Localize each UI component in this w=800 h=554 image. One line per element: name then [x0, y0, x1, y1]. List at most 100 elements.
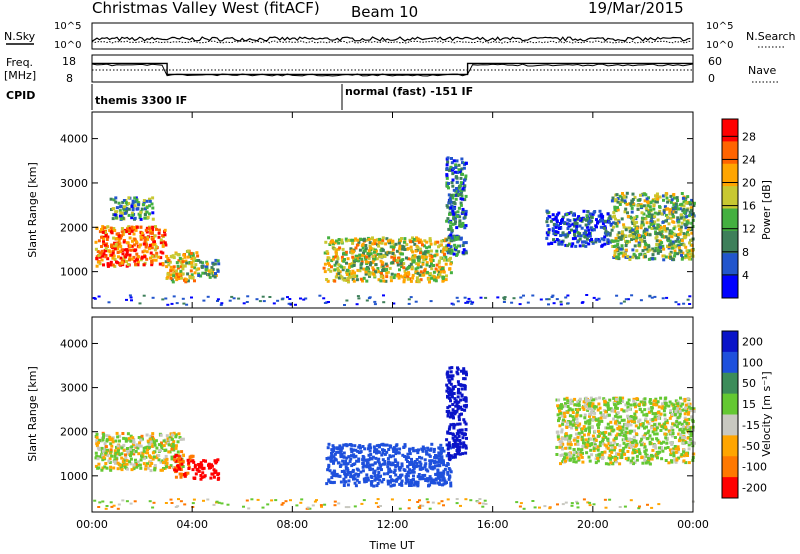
patch-7-cell — [662, 235, 666, 239]
patch-5-cell — [626, 414, 630, 418]
patch-4-cell — [346, 257, 350, 261]
patch-7-cell — [640, 238, 644, 242]
patch-5-cell — [604, 435, 608, 439]
patch-0-cell — [111, 263, 115, 267]
patch-5-cell — [584, 405, 588, 408]
patch-7-cell — [614, 222, 618, 225]
patch-5-cell — [565, 396, 569, 400]
patch-4-cell — [385, 237, 389, 241]
patch-4-cell — [407, 271, 410, 275]
patch-5-cell — [593, 445, 597, 448]
patch-5-cell — [683, 412, 687, 416]
patch-5-cell — [665, 421, 669, 425]
ground-cell — [481, 505, 485, 508]
patch-7-cell — [621, 251, 625, 255]
patch-5-cell — [662, 409, 666, 413]
patch-7-cell — [650, 227, 654, 230]
patch-5-cell — [673, 436, 677, 439]
patch-1-cell — [188, 252, 192, 256]
patch-4-cell — [329, 269, 333, 273]
patch-7-cell — [680, 253, 683, 257]
patch-4-cell — [446, 447, 450, 451]
patch-3-cell — [382, 478, 386, 481]
patch-5-cell — [608, 454, 612, 458]
patch-0-cell — [144, 464, 148, 468]
patch-0-cell — [162, 461, 165, 465]
patch-2-cell — [212, 262, 216, 266]
patch-5-cell — [576, 410, 579, 414]
patch-4-cell — [409, 245, 413, 249]
ground-cell — [564, 501, 568, 504]
patch-0-cell — [120, 248, 124, 252]
patch-4-cell — [462, 441, 466, 445]
patch-6-cell — [573, 230, 576, 233]
patch-6-cell — [597, 214, 601, 218]
patch-5-cell — [677, 408, 681, 411]
patch-4-cell — [454, 404, 458, 408]
patch-4-cell — [391, 247, 395, 251]
patch-7-cell — [675, 196, 679, 200]
patch-7-cell — [692, 201, 696, 205]
patch-5-cell — [654, 452, 658, 456]
patch-5-cell — [581, 445, 585, 448]
patch-3-cell — [412, 462, 416, 466]
patch-0-cell — [128, 226, 132, 230]
patch-5-cell — [558, 445, 562, 449]
patch-3-cell — [327, 478, 331, 482]
patch-0-cell — [100, 235, 103, 239]
patch-4-cell — [391, 261, 395, 265]
noise-right-tick-bottom: 10^0 — [706, 40, 733, 51]
patch-0-cell — [133, 444, 137, 448]
patch-5-cell — [564, 459, 567, 463]
patch-5-cell — [445, 174, 449, 178]
patch-0-cell — [104, 234, 108, 238]
patch-3-cell — [398, 447, 402, 451]
patch-0-cell — [100, 468, 104, 472]
patch-7-cell — [640, 220, 644, 224]
ground-cell — [559, 303, 563, 306]
ground-cell — [261, 506, 265, 509]
patch-0-cell — [170, 437, 174, 441]
patch-5-cell — [568, 414, 572, 418]
ground-cell — [206, 295, 210, 298]
patch-4-cell — [350, 264, 354, 268]
patch-5-cell — [582, 408, 586, 411]
patch-4-cell — [372, 254, 376, 258]
ground-cell — [526, 301, 530, 304]
patch-7-cell — [668, 252, 672, 256]
patch-4-cell — [452, 438, 456, 442]
patch-4-cell — [434, 240, 438, 244]
patch-5-cell — [629, 415, 633, 418]
patch-5-cell — [450, 157, 453, 160]
patch-5-cell — [576, 400, 580, 404]
ground-cell — [407, 298, 411, 301]
patch-5-cell — [634, 410, 638, 414]
patch-4-cell — [346, 268, 350, 272]
patch-3-cell — [369, 446, 373, 450]
patch-4-cell — [414, 270, 418, 274]
patch-3-cell — [400, 462, 404, 466]
patch-7-cell — [669, 194, 673, 198]
patch-5-cell — [676, 416, 680, 420]
ground-cell — [538, 506, 541, 509]
patch-2-cell — [201, 261, 205, 265]
patch-7-cell — [613, 205, 617, 209]
patch-7-cell — [662, 247, 666, 251]
ground-cell — [566, 294, 570, 297]
patch-7-cell — [669, 250, 673, 254]
patch-5-cell — [632, 399, 636, 403]
patch-0-cell — [111, 440, 115, 444]
ground-cell — [604, 506, 608, 509]
patch-4-cell — [428, 254, 432, 258]
patch-5-cell — [664, 436, 668, 440]
patch-4-cell — [362, 238, 366, 242]
patch-3-cell — [122, 199, 126, 202]
patch-3-cell — [334, 474, 338, 478]
patch-5-cell — [675, 458, 679, 462]
patch-6-cell — [547, 242, 551, 246]
patch-3-cell — [381, 451, 385, 455]
patch-4-cell — [376, 252, 380, 256]
patch-5-cell — [660, 457, 664, 461]
patch-3-cell — [412, 478, 415, 482]
patch-5-cell — [560, 445, 564, 449]
